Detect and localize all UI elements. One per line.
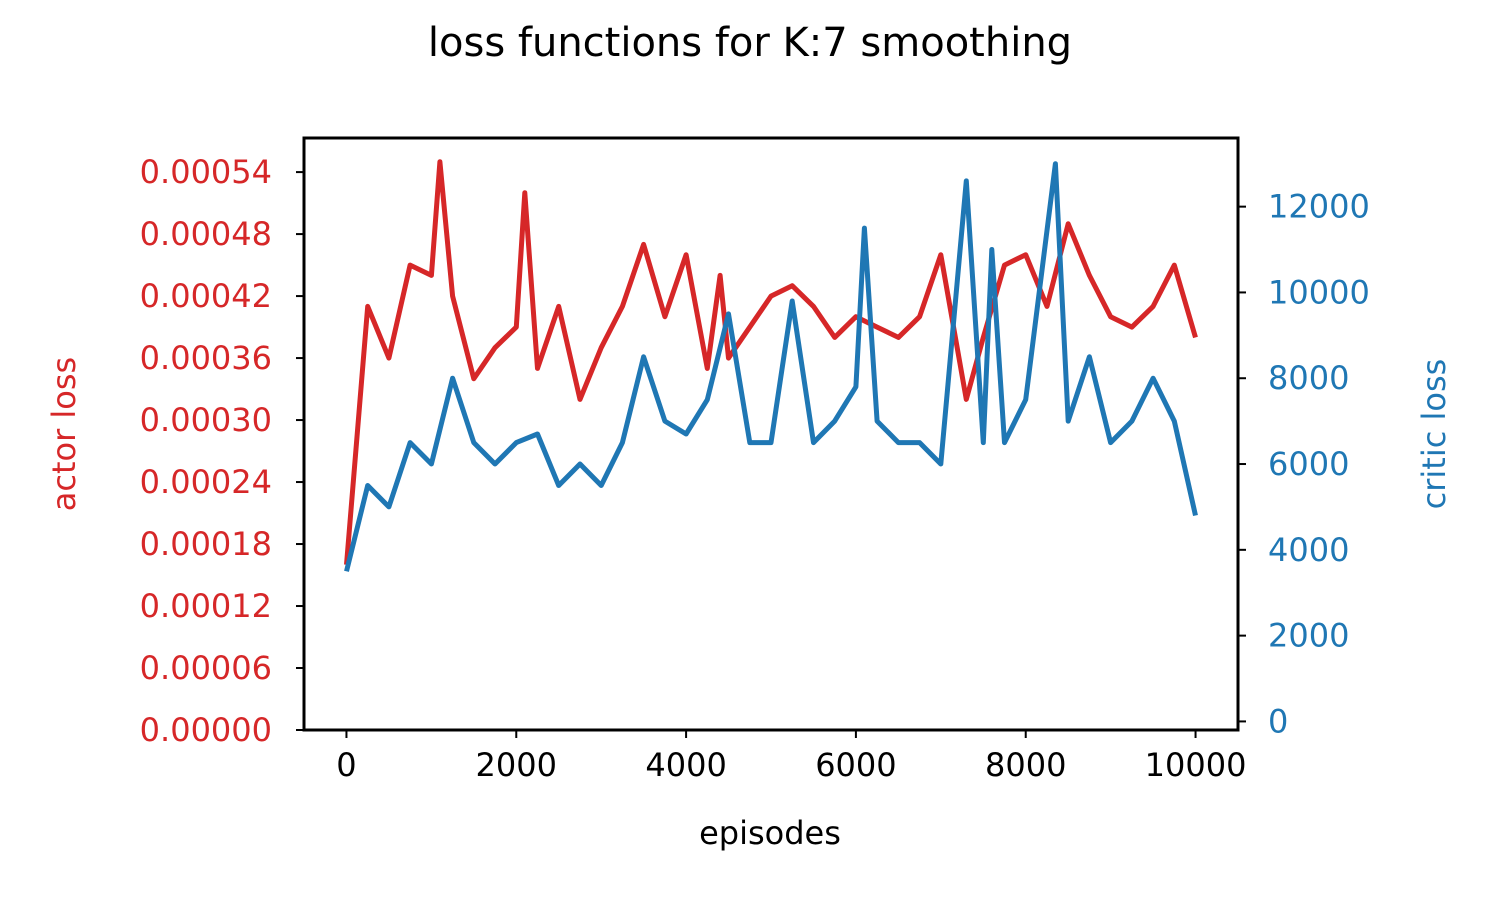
- right-tick-label: 10000: [1268, 273, 1370, 311]
- left-tick-label: 0.00012: [140, 587, 272, 625]
- actor-loss-line: [344, 159, 1198, 565]
- plot-frame: [302, 136, 1240, 732]
- left-tick-label: 0.00042: [140, 277, 272, 315]
- left-tick-label: 0.00030: [140, 401, 272, 439]
- right-tick-label: 12000: [1268, 188, 1370, 226]
- left-axis-label: actor loss: [45, 357, 83, 511]
- x-axis-ticks: 0 2000 4000 6000 8000 10000: [336, 730, 1246, 784]
- x-axis-label: episodes: [699, 814, 841, 852]
- x-tick-label: 4000: [645, 746, 726, 784]
- right-axis-label: critic loss: [1415, 359, 1453, 510]
- right-tick-label: 8000: [1268, 359, 1349, 397]
- right-tick-label: 0: [1268, 702, 1288, 740]
- critic-loss-line: [344, 161, 1198, 572]
- right-tick-label: 6000: [1268, 445, 1349, 483]
- right-tick-label: 4000: [1268, 531, 1349, 569]
- x-tick-label: 0: [336, 746, 356, 784]
- left-tick-label: 0.00054: [140, 153, 272, 191]
- left-tick-label: 0.00048: [140, 215, 272, 253]
- x-tick-label: 6000: [815, 746, 896, 784]
- left-tick-label: 0.00036: [140, 339, 272, 377]
- right-tick-label: 2000: [1268, 617, 1349, 655]
- left-tick-label: 0.00024: [140, 463, 272, 501]
- left-tick-label: 0.00018: [140, 525, 272, 563]
- x-tick-label: 10000: [1145, 746, 1247, 784]
- left-tick-label: 0.00000: [140, 711, 272, 749]
- left-axis-ticks: 0.00000 0.00006 0.00012 0.00018 0.00024 0.000…: [140, 153, 304, 749]
- left-tick-label: 0.00006: [140, 649, 272, 687]
- chart-title: loss functions for K:7 smoothing: [428, 20, 1072, 66]
- right-axis-ticks: 0 2000 4000 6000 8000 10000 12000: [1238, 188, 1370, 740]
- series-layer: [344, 159, 1198, 572]
- x-tick-label: 8000: [985, 746, 1066, 784]
- x-tick-label: 2000: [476, 746, 557, 784]
